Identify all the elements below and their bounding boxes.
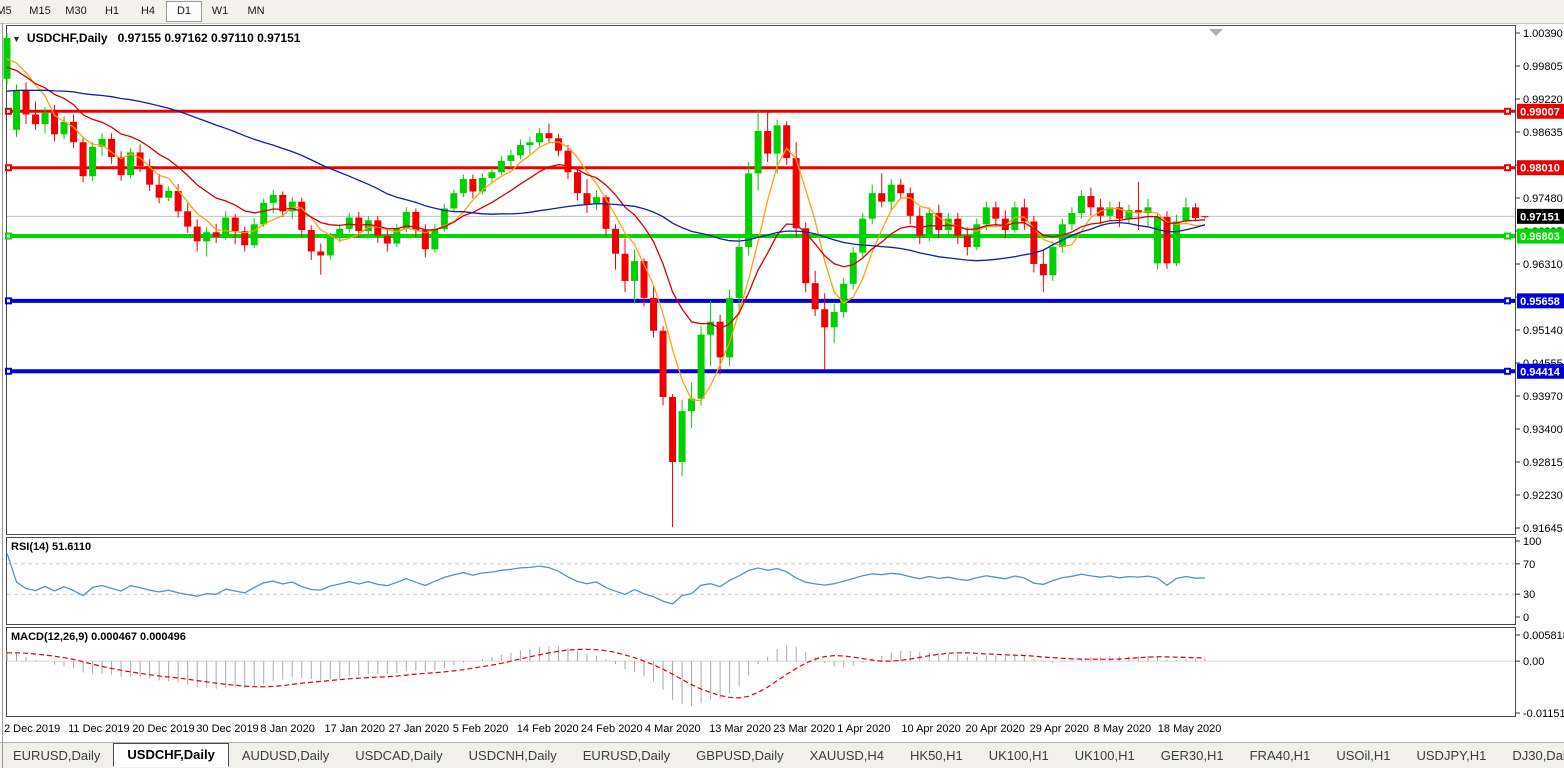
chart-dropdown-icon[interactable]: ▼ bbox=[12, 34, 21, 44]
svg-text:0.96803: 0.96803 bbox=[1520, 231, 1560, 243]
chart-tab-bar: EURUSD,Daily USDCHF,Daily AUDUSD,Daily USDC… bbox=[0, 742, 1564, 768]
svg-text:0.98010: 0.98010 bbox=[1520, 163, 1560, 175]
chart-tab-usdcad-daily[interactable]: USDCAD,Daily bbox=[355, 748, 443, 763]
chart-symbol-label: USDCHF,Daily bbox=[26, 31, 108, 45]
chart-tab-audusd-daily[interactable]: AUDUSD,Daily bbox=[241, 748, 330, 763]
chart-tab-usdchf-daily[interactable]: USDCHF,Daily bbox=[113, 743, 229, 767]
svg-text:100: 100 bbox=[1523, 536, 1541, 548]
date-axis-label: 17 Jan 2020 bbox=[324, 723, 386, 735]
date-axis-label: 20 Dec 2019 bbox=[132, 723, 195, 735]
svg-text:0.00: 0.00 bbox=[1523, 656, 1544, 668]
chart-tab-usdjpy-h1[interactable]: USDJPY,H1 bbox=[1416, 748, 1487, 763]
timeframe-button-mn[interactable]: MN bbox=[247, 5, 265, 17]
chart-tab-usoil-h1[interactable]: USOil,H1 bbox=[1336, 748, 1391, 763]
svg-text:30: 30 bbox=[1523, 589, 1535, 601]
date-axis-label: 4 Mar 2020 bbox=[645, 723, 701, 735]
date-axis-label: 5 Feb 2020 bbox=[452, 723, 509, 735]
window-edge-divider bbox=[2, 23, 3, 768]
timeframe-toolbar: M5 M15 M30 H1 H4 D1 W1 MN bbox=[0, 0, 1564, 24]
svg-text:0.92230: 0.92230 bbox=[1523, 490, 1563, 502]
svg-text:0: 0 bbox=[1523, 612, 1529, 624]
ma-lines bbox=[6, 58, 1206, 402]
chart-tab-hk50-h1[interactable]: HK50,H1 bbox=[910, 748, 963, 763]
svg-text:1.00390: 1.00390 bbox=[1523, 28, 1563, 40]
date-axis-label: 14 Feb 2020 bbox=[516, 723, 579, 735]
svg-text:0.93400: 0.93400 bbox=[1523, 424, 1563, 436]
scroll-anchor-icon bbox=[1209, 29, 1223, 36]
svg-text:0.95658: 0.95658 bbox=[1520, 296, 1560, 308]
date-axis-label: 2 Dec 2019 bbox=[4, 723, 61, 735]
timeframe-button-m15[interactable]: M15 bbox=[29, 5, 51, 17]
svg-text:0.94414: 0.94414 bbox=[1520, 366, 1561, 378]
timeframe-button-m5[interactable]: M5 bbox=[0, 5, 12, 17]
date-axis-label: 13 Mar 2020 bbox=[709, 723, 771, 735]
timeframe-button-h1[interactable]: H1 bbox=[104, 5, 120, 17]
date-axis-label: 24 Feb 2020 bbox=[580, 723, 643, 735]
date-axis-label: 27 Jan 2020 bbox=[388, 723, 450, 735]
svg-text:0.005818: 0.005818 bbox=[1523, 630, 1564, 642]
timeframe-button-h4[interactable]: H4 bbox=[140, 5, 156, 17]
chart-title: ▼ USDCHF,Daily 0.97155 0.97162 0.97110 0.9… bbox=[12, 31, 300, 45]
candles bbox=[3, 33, 1209, 528]
chart-tab-eurusd-daily[interactable]: EURUSD,Daily bbox=[13, 748, 101, 763]
date-axis-label: 23 Mar 2020 bbox=[773, 723, 835, 735]
date-axis-label: 18 May 2020 bbox=[1157, 723, 1222, 735]
date-axis[interactable]: 2 Dec 2019 11 Dec 2019 20 Dec 2019 30 Dec 2… bbox=[0, 718, 1564, 741]
svg-text:-0.011514: -0.011514 bbox=[1523, 708, 1564, 720]
date-axis-label: 1 Apr 2020 bbox=[837, 723, 891, 735]
date-axis-label: 29 Apr 2020 bbox=[1029, 723, 1089, 735]
chart-tab-ger30-h1[interactable]: GER30,H1 bbox=[1160, 748, 1224, 763]
chart-tab-usdcnh-daily[interactable]: USDCNH,Daily bbox=[468, 748, 557, 763]
macd-indicator-label: MACD(12,26,9) 0.000467 0.000496 bbox=[11, 631, 186, 643]
svg-text:0.98635: 0.98635 bbox=[1523, 127, 1563, 139]
svg-text:0.99805: 0.99805 bbox=[1523, 61, 1563, 73]
svg-text:0.95140: 0.95140 bbox=[1523, 325, 1563, 337]
svg-text:0.99007: 0.99007 bbox=[1520, 106, 1560, 118]
chart-tab-xauusd-h4[interactable]: XAUUSD,H4 bbox=[809, 748, 885, 763]
svg-text:0.99220: 0.99220 bbox=[1523, 94, 1563, 106]
timeframe-button-m30[interactable]: M30 bbox=[65, 5, 87, 17]
chart-tab-fra40-h1[interactable]: FRA40,H1 bbox=[1249, 748, 1311, 763]
chart-tab-gbpusd-daily[interactable]: GBPUSD,Daily bbox=[696, 748, 784, 763]
date-axis-label: 10 Apr 2020 bbox=[901, 723, 961, 735]
chart-tab-uk100-h1[interactable]: UK100,H1 bbox=[988, 748, 1049, 763]
chart-tab-uk100-h1[interactable]: UK100,H1 bbox=[1074, 748, 1135, 763]
svg-text:70: 70 bbox=[1523, 559, 1535, 571]
date-axis-label: 20 Apr 2020 bbox=[965, 723, 1025, 735]
timeframe-button-w1[interactable]: W1 bbox=[211, 5, 229, 17]
rsi-indicator-label: RSI(14) 51.6110 bbox=[11, 541, 92, 553]
svg-text:0.92815: 0.92815 bbox=[1523, 457, 1563, 469]
svg-text:0.97151: 0.97151 bbox=[1520, 211, 1560, 223]
chart-ohlc-values: 0.97155 0.97162 0.97110 0.97151 bbox=[117, 31, 301, 45]
price-badges: 0.99007 0.98010 0.96803 0.95658 0.94414 0.971… bbox=[1517, 103, 1564, 379]
date-axis-label: 8 Jan 2020 bbox=[260, 723, 315, 735]
svg-text:0.96310: 0.96310 bbox=[1523, 259, 1563, 271]
timeframe-button-d1[interactable]: D1 bbox=[166, 1, 202, 22]
svg-text:0.93970: 0.93970 bbox=[1523, 391, 1563, 403]
chart-tab-eurusd-daily[interactable]: EURUSD,Daily bbox=[582, 748, 671, 763]
date-axis-label: 11 Dec 2019 bbox=[68, 723, 130, 735]
svg-text:0.97480: 0.97480 bbox=[1523, 193, 1563, 205]
svg-text:0.91645: 0.91645 bbox=[1523, 523, 1563, 535]
chart-tab-dj30-daily[interactable]: DJ30,Daily bbox=[1512, 748, 1564, 763]
rsi-panel: 100 70 30 0 bbox=[6, 536, 1541, 624]
macd-panel: 0.005818 0.00 -0.011514 bbox=[6, 630, 1564, 720]
date-axis-label: 30 Dec 2019 bbox=[196, 723, 259, 735]
date-axis-label: 8 May 2020 bbox=[1093, 723, 1152, 735]
